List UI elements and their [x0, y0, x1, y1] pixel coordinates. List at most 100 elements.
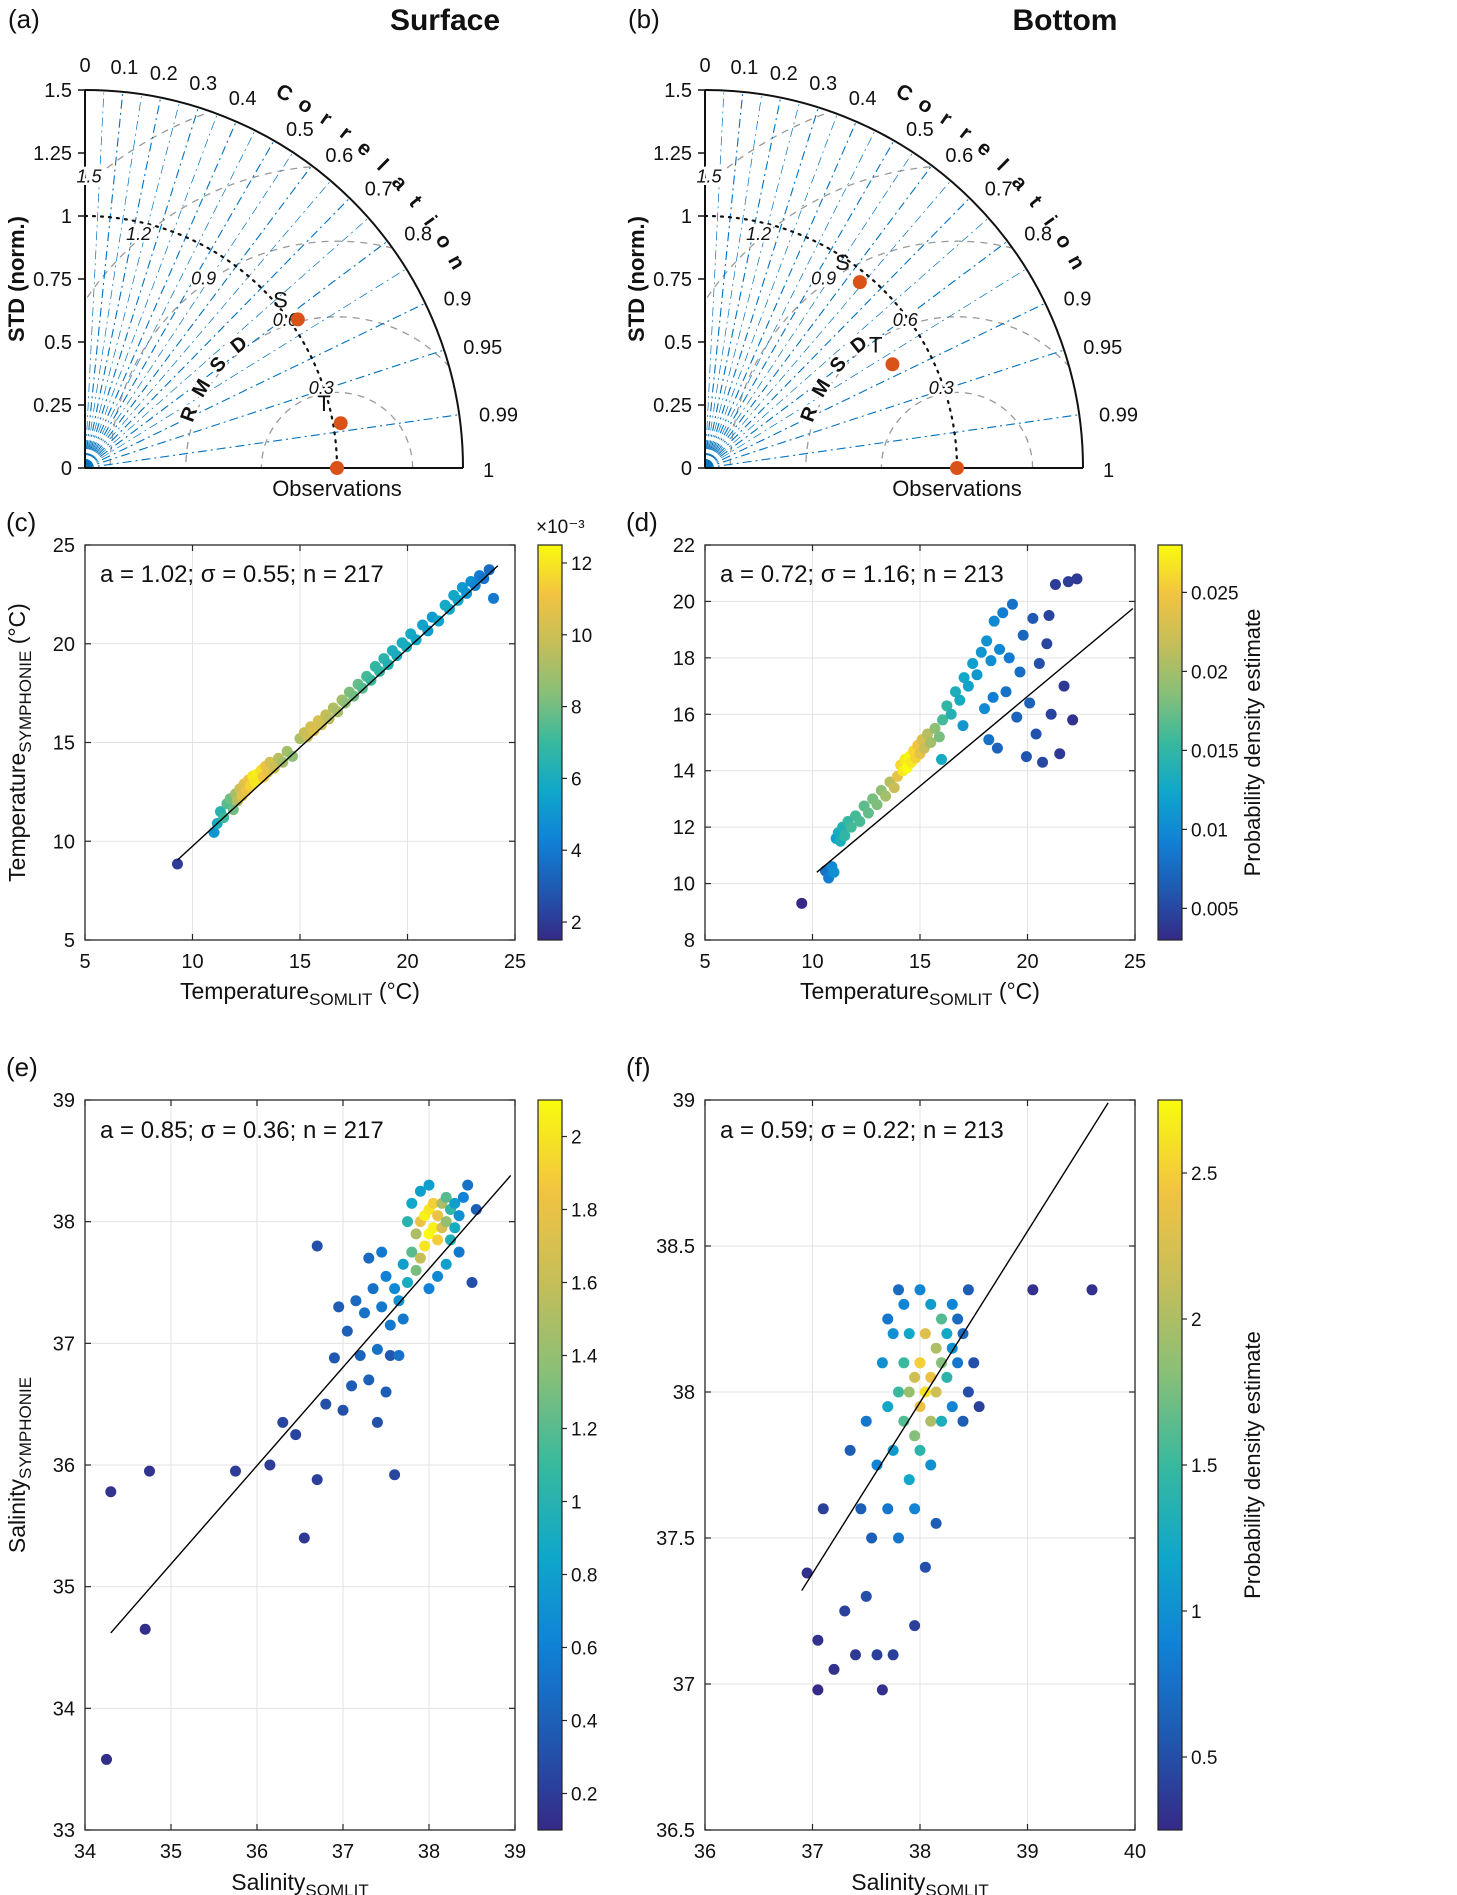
data-point [930, 1517, 942, 1529]
data-point [880, 790, 892, 802]
data-point [855, 1503, 867, 1515]
data-point [453, 1210, 465, 1222]
data-point [371, 1343, 383, 1355]
data-point [957, 1415, 969, 1427]
data-point [909, 1371, 921, 1383]
data-point [440, 1216, 452, 1228]
data-point [854, 816, 866, 827]
x-tick-label: 25 [1124, 951, 1146, 973]
std-tick-label: 0.75 [653, 269, 692, 291]
data-point [414, 1185, 426, 1197]
x-tick-label: 25 [504, 951, 526, 973]
x-tick-label: 36 [246, 1841, 268, 1863]
data-point [828, 1663, 840, 1675]
correlation-line [704, 302, 1046, 469]
rmsd-arc-label: 0.6 [893, 310, 919, 330]
colorbar-tick-label: 0.6 [571, 1639, 597, 1660]
data-point [419, 1240, 431, 1252]
fit-line [816, 607, 1134, 873]
taylor-point-label: S [273, 287, 288, 312]
y-tick-label: 22 [673, 535, 695, 557]
data-point [374, 665, 386, 677]
correlation-line [84, 107, 199, 469]
y-axis-label: TemperatureSYMPHONIE (°C) [4, 603, 35, 882]
data-point [1017, 629, 1029, 641]
data-point [264, 1459, 276, 1471]
observation-label: Observations [272, 476, 402, 501]
std-axis-label: STD (norm.) [624, 216, 649, 342]
rmsd-arc-label: 0.3 [929, 378, 954, 398]
data-point [941, 1328, 953, 1340]
scatter-plot: 5 10 15 20 25 8 10 12 14 16 18 20 22 TemperatureSOMLI… [626, 507, 1265, 1009]
data-point [882, 1503, 894, 1515]
data-point [423, 1283, 435, 1295]
data-point [909, 1620, 921, 1632]
correlation-axis-word: o [294, 92, 317, 118]
std-tick-label: 0 [61, 458, 72, 480]
panel-letter: (a) [8, 4, 40, 34]
data-point [979, 703, 990, 715]
data-point [893, 1386, 904, 1398]
observation-point [330, 461, 344, 475]
correlation-axis-word: n [443, 251, 469, 273]
data-point [277, 1416, 289, 1428]
data-point [936, 1357, 947, 1369]
data-point [316, 719, 327, 731]
data-point [380, 1386, 392, 1398]
colorbar-tick-label: 0.5 [1191, 1748, 1217, 1769]
colorbar-tick-label: 1 [571, 1493, 582, 1514]
rmsd-axis-word: D [227, 332, 252, 358]
correlation-line [84, 130, 256, 469]
data-point [1062, 576, 1074, 588]
y-tick-label: 37 [673, 1674, 695, 1696]
data-point [930, 1342, 942, 1354]
data-point [925, 1415, 937, 1427]
data-point [914, 1444, 926, 1456]
outer-arc [84, 89, 464, 469]
data-point [423, 1179, 435, 1191]
correlation-tick-label: 0.7 [365, 179, 393, 201]
data-point [929, 722, 941, 734]
x-tick-label: 39 [1016, 1841, 1038, 1863]
correlation-line [84, 165, 313, 469]
data-point [812, 1634, 824, 1646]
data-point [432, 1234, 444, 1246]
taylor-point-T [333, 416, 348, 431]
rmsd-arc-label: 0.3 [309, 378, 334, 398]
correlation-line [704, 140, 895, 469]
fit-line [110, 1174, 512, 1634]
correlation-axis-word: C [892, 79, 916, 106]
data-point [936, 1415, 947, 1427]
correlation-line [704, 113, 838, 469]
correlation-line [84, 349, 445, 469]
data-point [967, 658, 979, 669]
data-point [323, 713, 335, 725]
colorbar-tick-label: 12 [571, 554, 592, 575]
correlation-line [84, 414, 460, 469]
rmsd-arc-label: 0.9 [191, 269, 216, 289]
correlation-tick-label: 1 [483, 460, 494, 482]
grid [705, 545, 1135, 940]
correlation-axis-word: r [316, 107, 336, 131]
data-point [328, 1352, 340, 1364]
data-point [914, 1401, 926, 1413]
correlation-axis-word: l [372, 155, 392, 176]
taylor-point-T [885, 357, 900, 372]
x-tick-label: 10 [181, 951, 203, 973]
colorbar-tick-label: 0.2 [571, 1785, 597, 1806]
correlation-tick-label: 0.4 [849, 88, 877, 110]
rmsd-arc-label: 1.5 [76, 167, 102, 187]
data-point [903, 1328, 915, 1340]
y-tick-label: 35 [53, 1577, 75, 1599]
correlation-axis-word: e [973, 136, 997, 161]
data-point [1030, 728, 1042, 740]
data-point [230, 1465, 241, 1477]
data-point [144, 1465, 155, 1477]
y-tick-label: 37.5 [656, 1528, 695, 1550]
correlation-tick-label: 0.99 [479, 404, 518, 426]
correlation-line [704, 180, 951, 469]
correlation-line [84, 94, 143, 469]
data-point [962, 1284, 974, 1296]
colorbar-tick-label: 8 [571, 698, 582, 719]
